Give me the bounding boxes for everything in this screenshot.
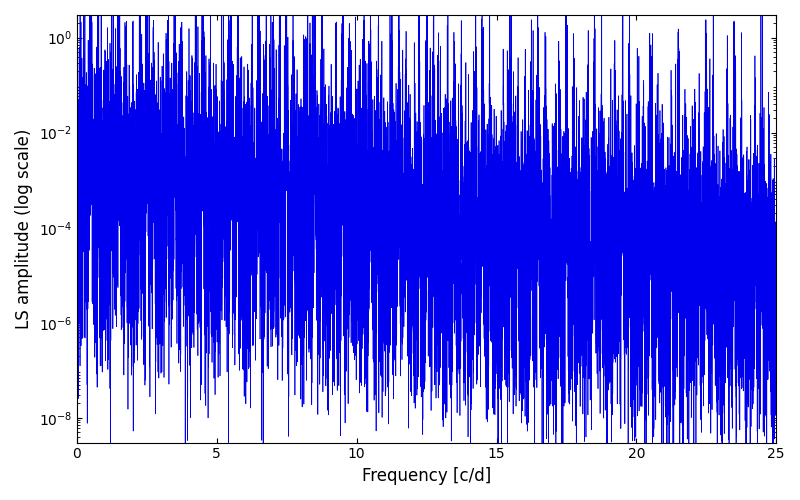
X-axis label: Frequency [c/d]: Frequency [c/d] bbox=[362, 467, 491, 485]
Y-axis label: LS amplitude (log scale): LS amplitude (log scale) bbox=[15, 128, 33, 329]
